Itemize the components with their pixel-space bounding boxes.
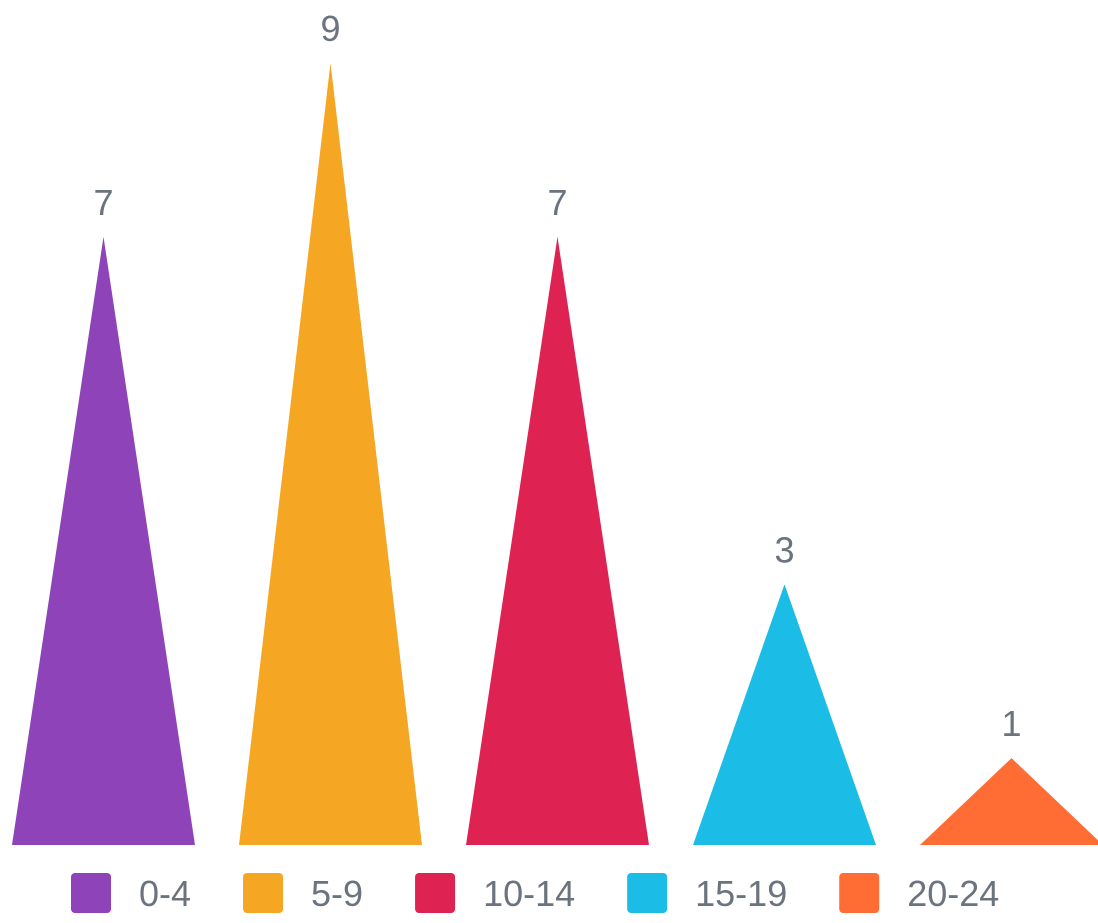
value-label: 9 xyxy=(320,8,340,49)
pyramid-bar xyxy=(920,758,1098,845)
legend-label: 5-9 xyxy=(311,873,363,914)
pyramid-bar xyxy=(12,236,195,845)
pyramid-bar xyxy=(693,584,876,845)
legend-label: 0-4 xyxy=(139,873,191,914)
value-label: 7 xyxy=(93,182,113,223)
legend-swatch xyxy=(243,873,284,913)
legend-label: 10-14 xyxy=(483,873,575,914)
legend-swatch xyxy=(627,873,668,913)
legend-swatch xyxy=(415,873,456,913)
value-label: 1 xyxy=(1001,703,1021,744)
legend-label: 20-24 xyxy=(907,873,999,914)
legend-label: 15-19 xyxy=(695,873,787,914)
legend-swatch xyxy=(71,873,111,913)
value-label: 7 xyxy=(547,182,567,223)
value-label: 3 xyxy=(774,529,794,570)
legend-swatch xyxy=(839,873,880,913)
pyramid-bar xyxy=(239,63,422,845)
pyramid-bar xyxy=(466,236,649,845)
